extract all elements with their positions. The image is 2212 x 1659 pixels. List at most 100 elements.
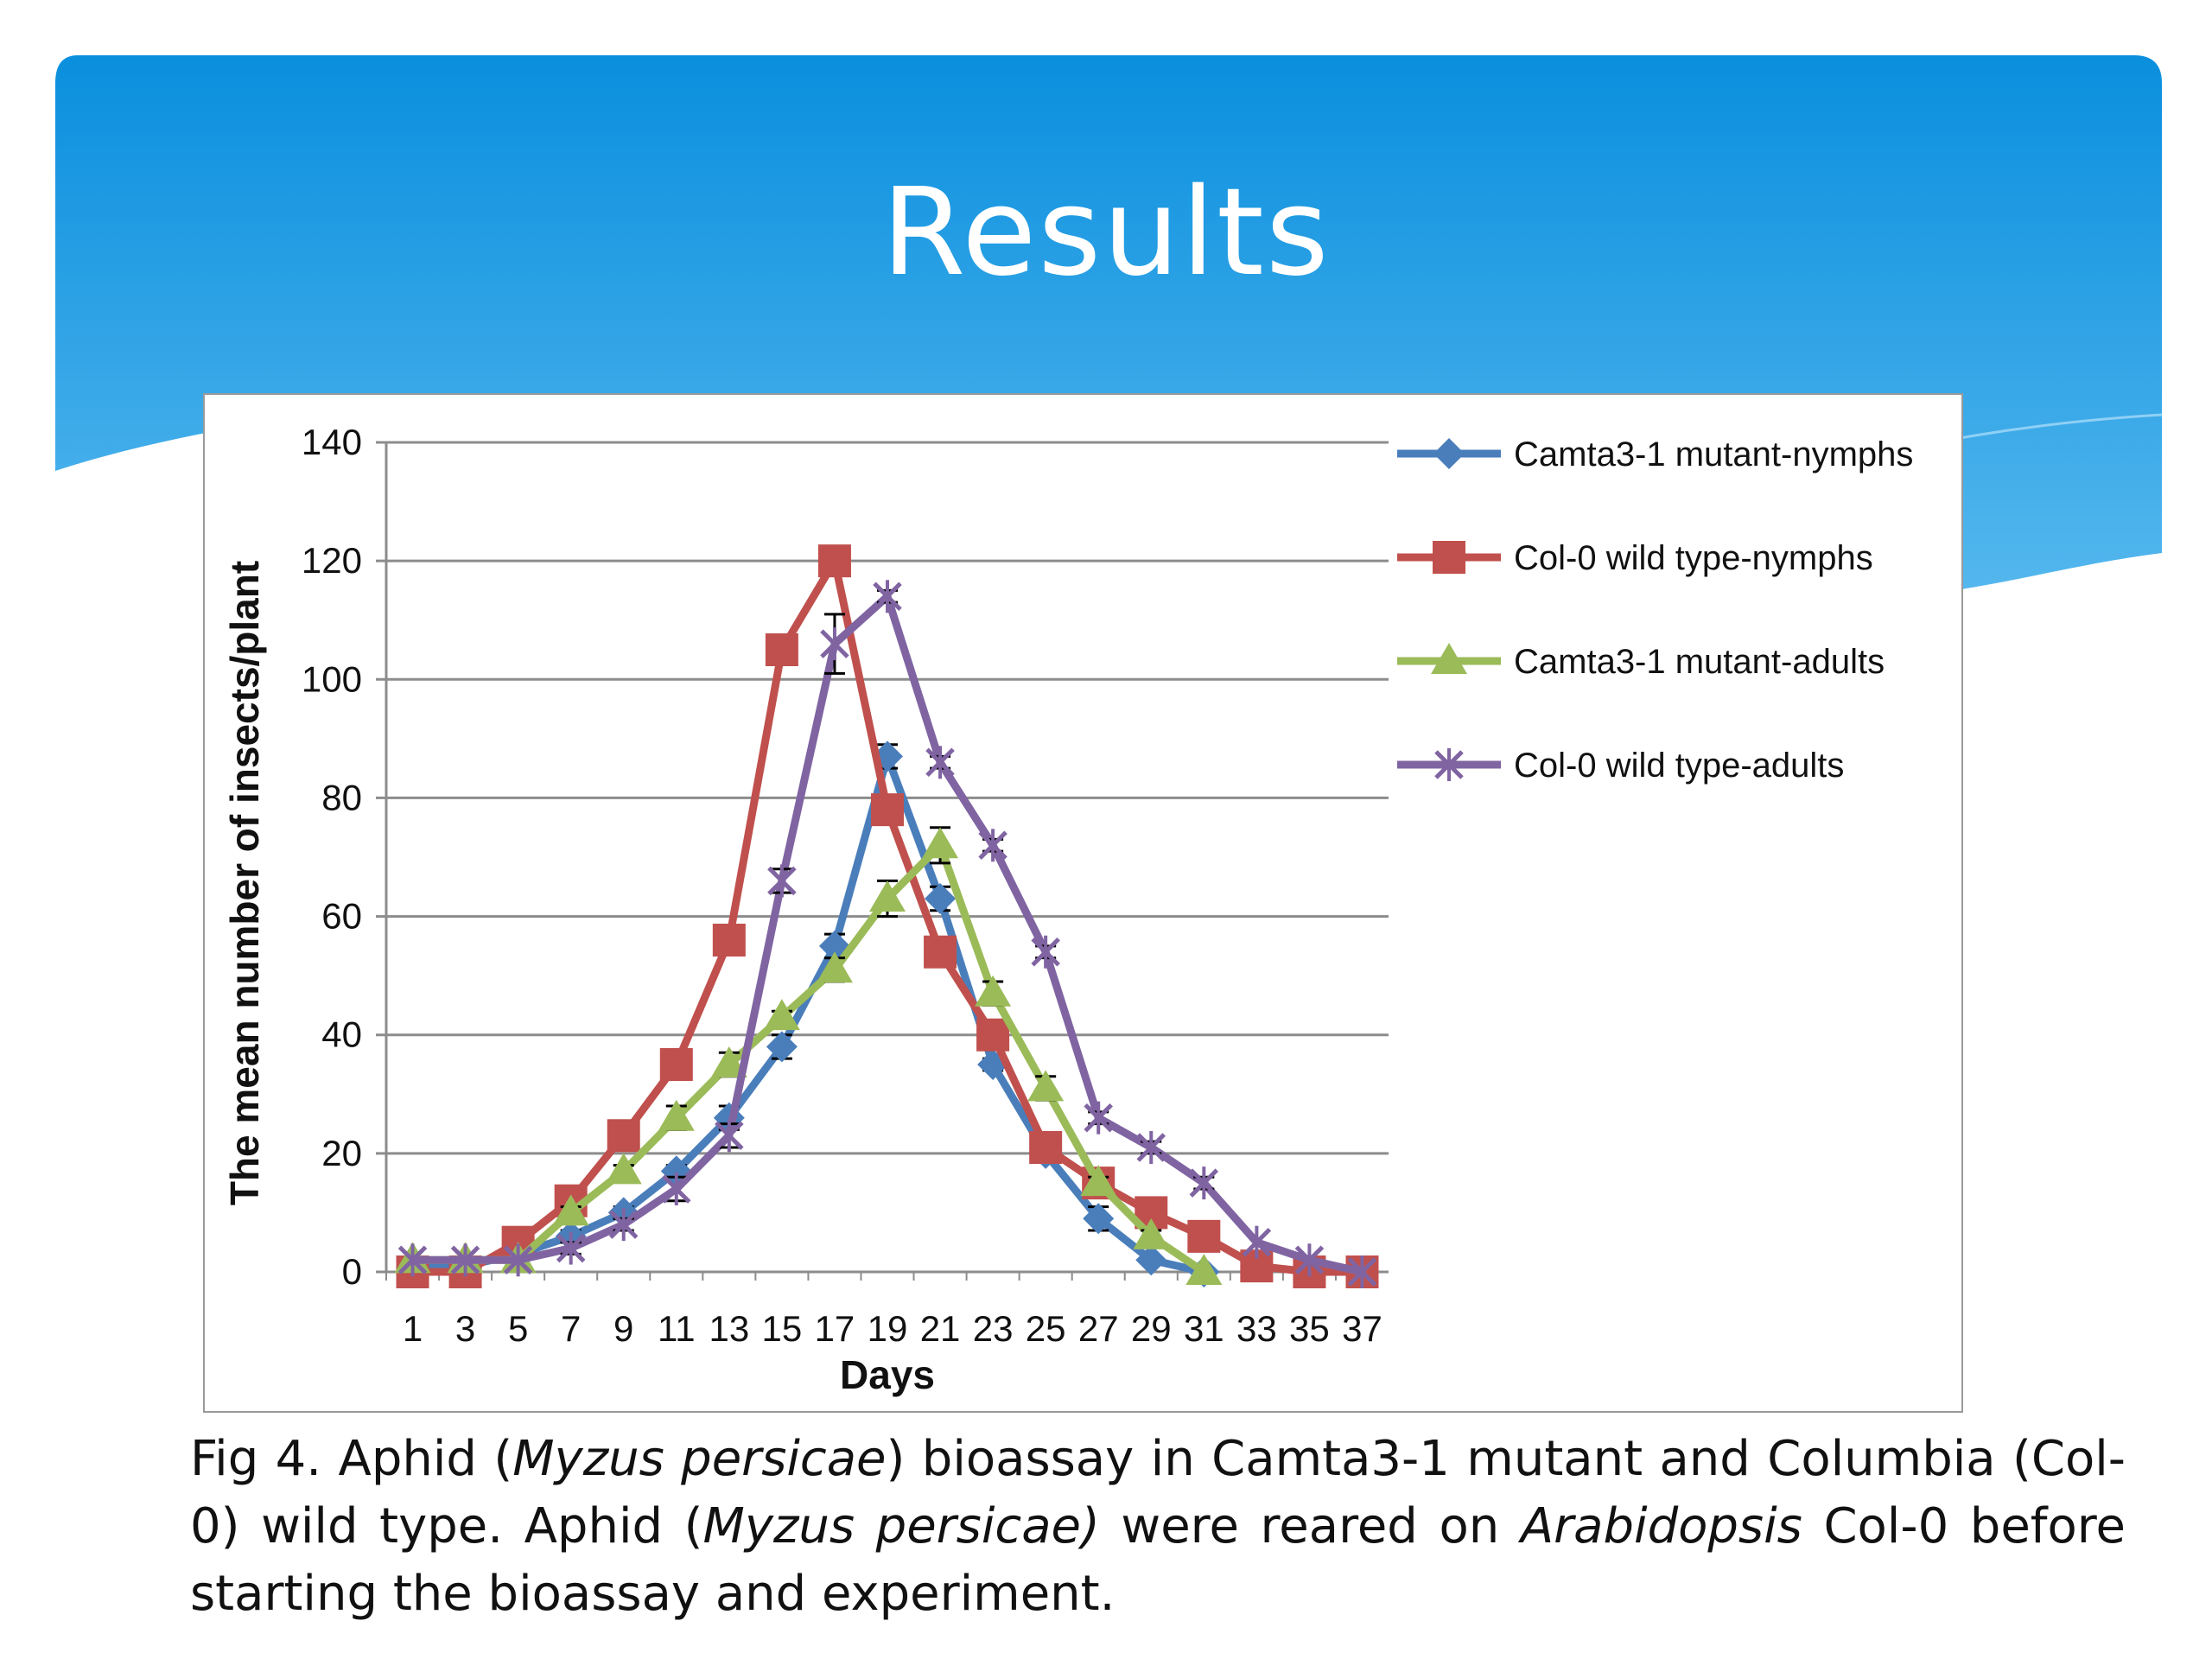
data-point <box>817 544 851 578</box>
legend-label: Col-0 wild type-nymphs <box>1514 539 1873 577</box>
y-tick-label: 40 <box>321 1014 362 1055</box>
data-point <box>1434 748 1464 781</box>
x-tick-label: 17 <box>815 1308 855 1349</box>
x-tick-label: 33 <box>1236 1308 1277 1349</box>
data-point <box>662 1173 691 1205</box>
x-tick-label: 7 <box>561 1308 581 1349</box>
data-point <box>503 1243 533 1277</box>
x-tick-label: 15 <box>762 1308 803 1349</box>
y-tick-label: 0 <box>342 1251 362 1292</box>
x-tick-label: 37 <box>1342 1308 1382 1349</box>
data-point <box>925 883 957 914</box>
data-point <box>872 741 903 772</box>
data-point <box>658 1099 695 1131</box>
data-point <box>925 746 955 779</box>
y-tick-label: 120 <box>302 540 362 581</box>
x-tick-label: 5 <box>508 1308 528 1349</box>
y-tick-label: 60 <box>321 896 362 937</box>
data-point <box>978 829 1007 862</box>
data-point <box>765 633 798 666</box>
caption-text-2: ) bioassay in Camta3-1 mutant and Columb… <box>190 1431 2126 1554</box>
legend-entry: Col-0 wild type-adults <box>1397 747 1844 785</box>
series-line <box>412 592 1363 1276</box>
x-tick-label: 13 <box>709 1308 749 1349</box>
x-tick-label: 31 <box>1184 1308 1224 1349</box>
data-point <box>1083 1203 1115 1235</box>
data-point <box>715 1119 744 1153</box>
data-point <box>976 1018 1010 1052</box>
y-tick-label: 140 <box>302 422 362 462</box>
data-point <box>712 924 746 957</box>
chart-frame: 0 20 40 60 80 100 120 140 1 3 5 7 9 11 13 15 17 19 21 23 25 2… <box>203 393 1963 1413</box>
data-point <box>1027 1070 1065 1102</box>
caption-italic-species: Myzus persicae <box>512 1431 887 1487</box>
series-1 <box>397 741 1220 1287</box>
x-tick-label: 1 <box>403 1308 423 1349</box>
data-point <box>818 930 850 962</box>
data-point <box>1029 1131 1063 1164</box>
caption-text-1: Fig 4. Aphid ( <box>190 1431 513 1487</box>
legend-entry: Camta3-1 mutant-adults <box>1397 643 1885 681</box>
y-tick-label: 100 <box>302 658 362 699</box>
data-point <box>1080 1165 1117 1197</box>
x-tick-label: 25 <box>1026 1308 1066 1349</box>
data-point <box>552 1194 589 1226</box>
series-4 <box>397 580 1377 1288</box>
data-point <box>975 975 1012 1007</box>
data-point <box>397 1243 428 1277</box>
x-tick-label: 11 <box>658 1308 696 1349</box>
legend-label: Camta3-1 mutant-adults <box>1514 643 1885 681</box>
legend-entry: Camta3-1 mutant-nymphs <box>1397 435 1913 474</box>
data-point <box>767 864 797 898</box>
x-tick-label: 3 <box>455 1308 475 1349</box>
data-point <box>924 935 957 969</box>
data-point <box>659 1048 693 1081</box>
data-point <box>1136 1131 1166 1164</box>
x-tick-label: 19 <box>868 1308 908 1349</box>
legend-entry: Col-0 wild type-nymphs <box>1397 539 1873 577</box>
data-point <box>1135 1244 1167 1276</box>
y-tick-label: 80 <box>321 777 362 817</box>
legend-label: Camta3-1 mutant-nymphs <box>1514 435 1913 474</box>
data-point <box>1294 1243 1325 1277</box>
data-point <box>922 827 959 859</box>
data-point <box>556 1231 586 1265</box>
data-point <box>710 1046 747 1077</box>
series-line <box>412 841 1206 1275</box>
caption-italic-genus: Arabidopsis <box>1520 1498 1802 1554</box>
caption-text-3: were reared on <box>1099 1498 1521 1554</box>
data-point <box>1189 1166 1219 1200</box>
data-point <box>1185 1254 1223 1285</box>
data-point <box>873 580 902 613</box>
legend-label: Col-0 wild type-adults <box>1514 747 1844 785</box>
data-point <box>1133 1217 1170 1249</box>
data-point <box>820 627 849 661</box>
data-point <box>1433 438 1465 469</box>
data-point <box>1431 643 1467 674</box>
y-tick-label: 20 <box>321 1133 362 1173</box>
x-tick-label: 21 <box>920 1308 961 1349</box>
data-point <box>1347 1255 1377 1288</box>
slide-title: Results <box>881 162 1331 303</box>
x-tick-label: 29 <box>1131 1308 1172 1349</box>
x-tick-label: 35 <box>1289 1308 1330 1349</box>
data-point <box>605 1153 642 1185</box>
x-tick-label: 9 <box>613 1308 633 1349</box>
data-point <box>450 1243 480 1277</box>
data-point <box>871 793 904 827</box>
data-point <box>1187 1219 1221 1253</box>
figure-caption: Fig 4. Aphid (Myzus persicae) bioassay i… <box>190 1426 2126 1628</box>
data-point <box>607 1119 640 1153</box>
data-point <box>1242 1225 1272 1259</box>
data-point <box>869 880 906 912</box>
x-tick-label: 27 <box>1078 1308 1119 1349</box>
x-tick-label: 23 <box>973 1308 1014 1349</box>
data-point <box>1433 541 1465 574</box>
data-point <box>1031 935 1060 969</box>
data-point <box>816 951 853 983</box>
data-point <box>766 1031 798 1063</box>
y-axis-title: The mean number of insects/plant <box>222 561 267 1205</box>
data-point <box>763 999 800 1031</box>
caption-italic-species-2: Myzus persicae) <box>702 1498 1100 1554</box>
